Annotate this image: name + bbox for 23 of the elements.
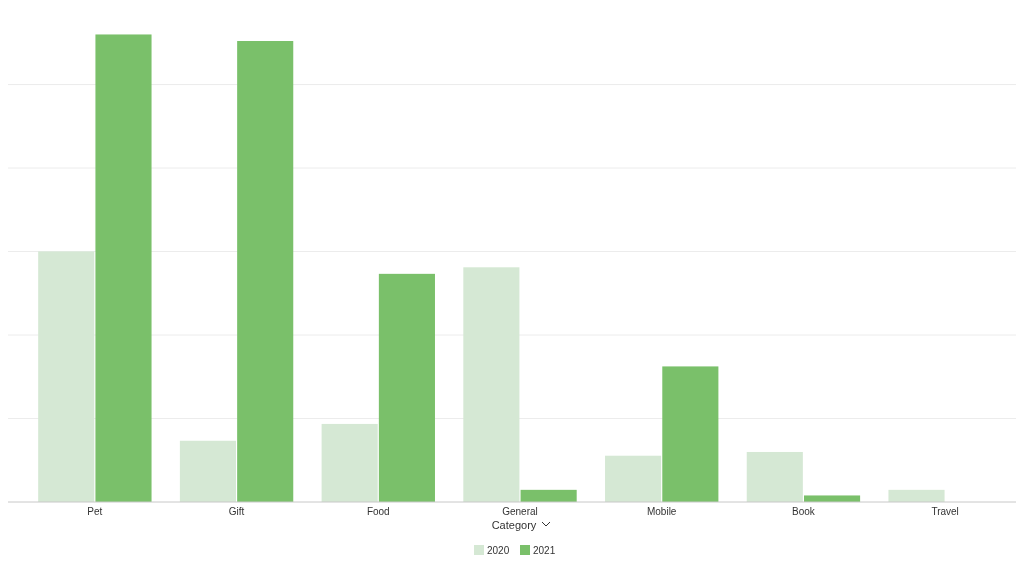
legend-label: 2020	[487, 545, 510, 556]
bar	[520, 489, 577, 502]
x-tick-label: Travel	[931, 506, 959, 517]
bar	[662, 366, 719, 502]
bar	[746, 451, 803, 502]
bar	[378, 273, 435, 502]
bar	[804, 495, 861, 502]
bar	[888, 489, 945, 502]
x-tick-label: Book	[792, 506, 816, 517]
bar	[605, 455, 662, 502]
bar	[321, 423, 378, 502]
x-tick-label: General	[502, 506, 538, 517]
bar	[179, 440, 236, 502]
x-tick-label: Pet	[87, 506, 103, 517]
bar	[95, 34, 152, 502]
bar	[463, 267, 520, 502]
x-tick-label: Gift	[228, 506, 245, 517]
x-tick-label: Food	[366, 506, 390, 517]
x-axis-title: Category	[491, 519, 537, 531]
x-tick-label: Mobile	[646, 506, 677, 517]
bar	[237, 41, 294, 502]
legend-label: 2021	[533, 545, 556, 556]
bar	[38, 251, 95, 502]
